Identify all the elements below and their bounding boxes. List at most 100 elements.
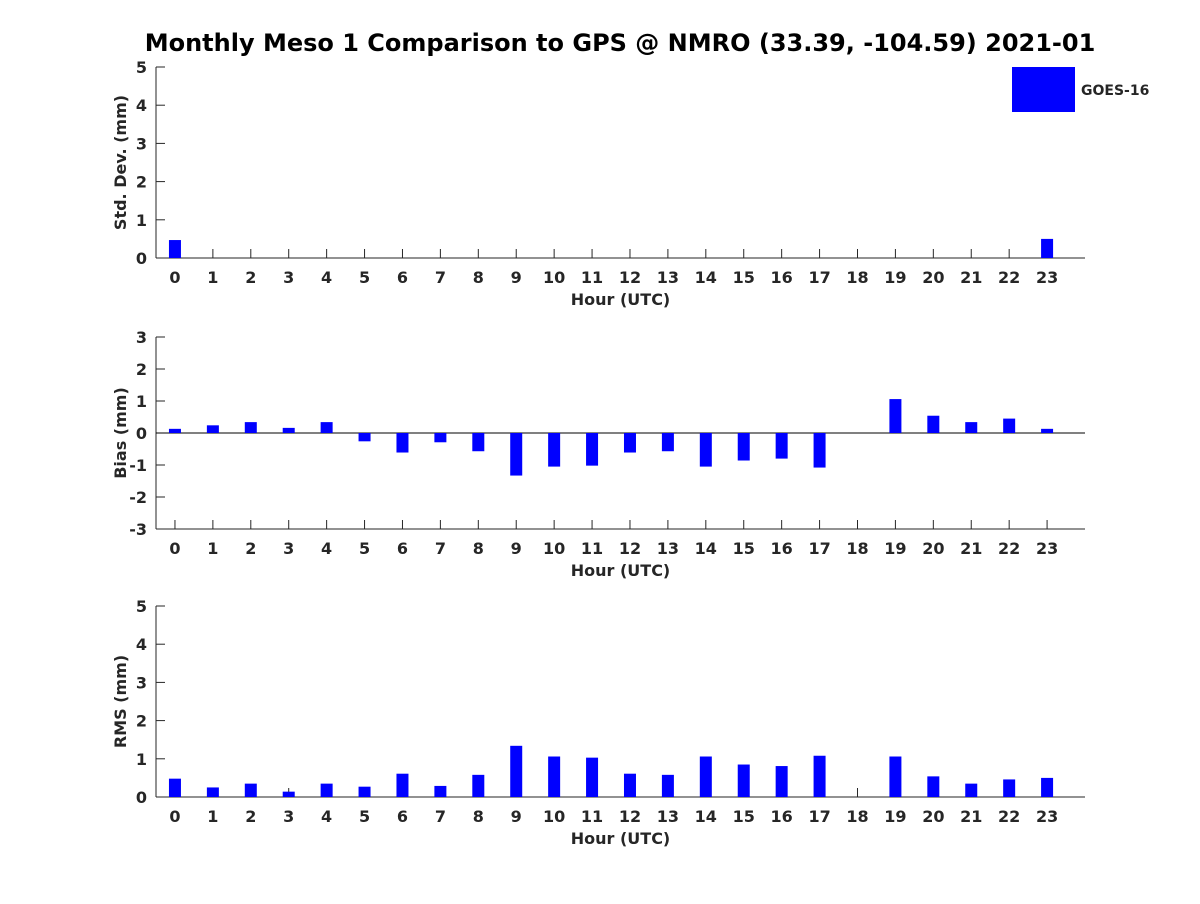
bar-hour-10	[548, 433, 561, 467]
y-tick-label: 3	[136, 673, 147, 692]
x-tick-label: 21	[960, 807, 982, 826]
y-axis-label: Std. Dev. (mm)	[111, 95, 130, 230]
x-tick-label: 8	[473, 539, 484, 558]
x-tick-label: 6	[397, 539, 408, 558]
x-tick-label: 2	[245, 268, 256, 287]
bar-hour-19	[889, 756, 902, 797]
x-tick-label: 17	[808, 268, 830, 287]
bar-hour-17	[813, 755, 826, 797]
x-tick-label: 10	[543, 268, 565, 287]
y-tick-label: 5	[136, 58, 147, 77]
bar-hour-13	[661, 774, 674, 797]
x-axis-label: Hour (UTC)	[571, 561, 671, 580]
bar-hour-8	[472, 774, 485, 797]
x-tick-label: 13	[657, 807, 679, 826]
x-tick-label: 19	[884, 807, 906, 826]
bar-hour-23	[1041, 777, 1054, 797]
x-tick-label: 2	[245, 807, 256, 826]
bar-hour-11	[586, 433, 599, 466]
y-tick-label: 3	[136, 328, 147, 347]
x-tick-label: 4	[321, 268, 332, 287]
x-axis-label: Hour (UTC)	[571, 290, 671, 309]
bar-hour-22	[1003, 779, 1016, 797]
x-tick-label: 10	[543, 539, 565, 558]
bar-hour-0	[168, 778, 181, 797]
bar-hour-1	[206, 425, 219, 433]
bar-hour-15	[737, 433, 750, 461]
x-tick-label: 7	[435, 807, 446, 826]
bar-hour-3	[282, 427, 295, 433]
x-tick-label: 3	[283, 268, 294, 287]
y-tick-label: 2	[136, 173, 147, 192]
bar-hour-21	[965, 422, 978, 433]
x-tick-label: 17	[808, 539, 830, 558]
x-tick-label: 12	[619, 807, 641, 826]
x-tick-label: 9	[511, 539, 522, 558]
bar-hour-20	[927, 776, 940, 797]
x-tick-label: 13	[657, 539, 679, 558]
x-tick-label: 12	[619, 539, 641, 558]
x-tick-label: 20	[922, 807, 944, 826]
bar-hour-9	[510, 433, 523, 476]
x-tick-label: 1	[207, 268, 218, 287]
bar-hour-21	[965, 783, 978, 797]
x-tick-label: 9	[511, 268, 522, 287]
x-tick-label: 18	[846, 268, 868, 287]
legend: GOES-16	[1012, 67, 1149, 112]
x-tick-label: 3	[283, 807, 294, 826]
x-tick-label: 3	[283, 539, 294, 558]
bar-hour-16	[775, 766, 788, 797]
legend-swatch	[1012, 67, 1075, 112]
x-tick-label: 0	[169, 268, 180, 287]
y-tick-label: 1	[136, 392, 147, 411]
x-tick-label: 6	[397, 807, 408, 826]
y-tick-label: 1	[136, 750, 147, 769]
x-tick-label: 20	[922, 268, 944, 287]
y-tick-label: 0	[136, 788, 147, 807]
x-tick-label: 1	[207, 807, 218, 826]
x-tick-label: 0	[169, 539, 180, 558]
bar-hour-16	[775, 433, 788, 459]
y-tick-label: 4	[136, 635, 147, 654]
x-tick-label: 2	[245, 539, 256, 558]
x-axis-label: Hour (UTC)	[571, 829, 671, 848]
x-tick-label: 10	[543, 807, 565, 826]
x-tick-label: 8	[473, 807, 484, 826]
x-tick-label: 15	[733, 807, 755, 826]
bar-hour-7	[434, 785, 447, 797]
x-tick-label: 16	[771, 539, 793, 558]
x-tick-label: 15	[733, 268, 755, 287]
y-tick-label: 2	[136, 712, 147, 731]
bar-hour-14	[699, 756, 712, 797]
y-tick-label: 1	[136, 211, 147, 230]
bar-hour-11	[586, 757, 599, 797]
x-tick-label: 18	[846, 807, 868, 826]
x-tick-label: 23	[1036, 268, 1058, 287]
x-tick-label: 7	[435, 539, 446, 558]
bar-hour-0	[168, 428, 181, 433]
x-tick-label: 22	[998, 539, 1020, 558]
x-tick-label: 6	[397, 268, 408, 287]
x-tick-label: 16	[771, 807, 793, 826]
bar-hour-5	[358, 433, 371, 442]
x-tick-label: 22	[998, 807, 1020, 826]
chart-title: Monthly Meso 1 Comparison to GPS @ NMRO …	[144, 29, 1096, 57]
bar-hour-14	[699, 433, 712, 467]
x-tick-label: 20	[922, 539, 944, 558]
bar-hour-10	[548, 756, 561, 797]
bar-hour-6	[396, 433, 409, 453]
bar-hour-13	[661, 433, 674, 452]
y-tick-label: 2	[136, 360, 147, 379]
bar-hour-2	[244, 422, 257, 433]
y-tick-label: 0	[136, 249, 147, 268]
x-tick-label: 14	[695, 807, 717, 826]
y-axis-label: Bias (mm)	[111, 387, 130, 479]
x-tick-label: 11	[581, 539, 603, 558]
bar-hour-12	[623, 773, 636, 797]
x-tick-label: 16	[771, 268, 793, 287]
